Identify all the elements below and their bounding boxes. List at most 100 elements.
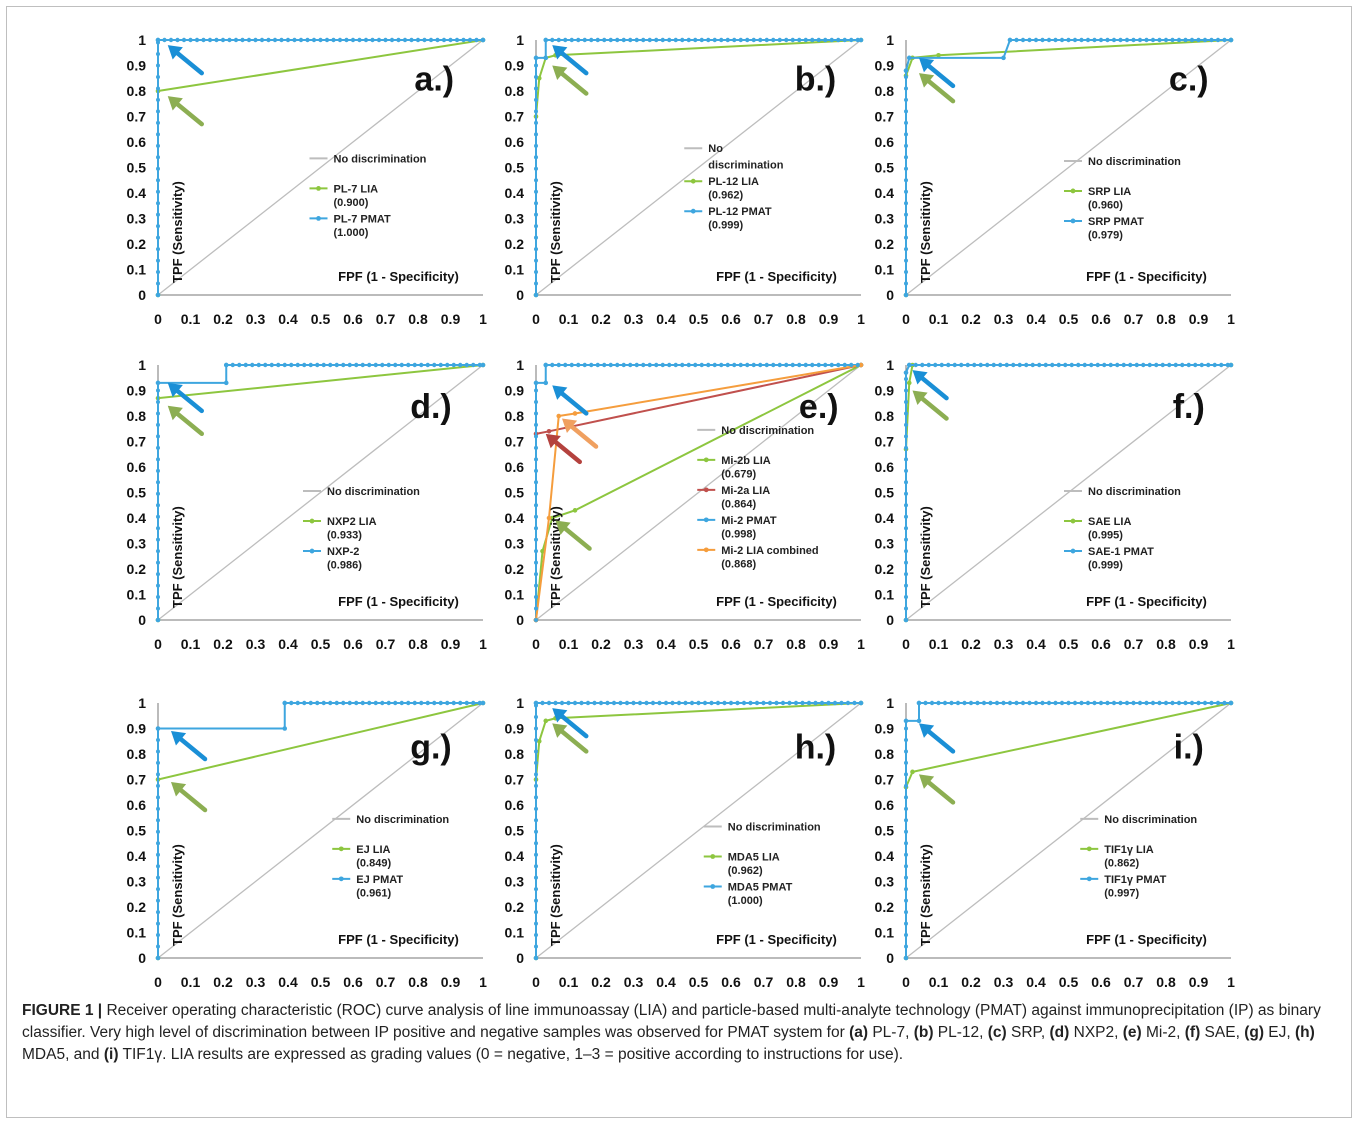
- pmat-sample-point: [589, 37, 594, 43]
- legend-swatch-marker: [710, 884, 716, 889]
- pmat-sample-point: [425, 700, 430, 706]
- pmat-sample-point: [1157, 37, 1162, 43]
- y-tick-label: 1: [886, 32, 894, 48]
- pmat-sample-point: [188, 37, 193, 43]
- pmat-sample-point: [534, 549, 538, 554]
- x-tick-label: 0.2: [213, 974, 233, 990]
- pmat-sample-point: [738, 37, 743, 43]
- pmat-sample-point: [1046, 700, 1052, 706]
- x-tick-label: 0.9: [819, 636, 839, 652]
- y-tick-label: 0.7: [505, 109, 525, 125]
- pmat-sample-point: [279, 37, 284, 43]
- pmat-sample-point: [534, 422, 538, 427]
- pmat-sample-point: [608, 362, 613, 368]
- pmat-sample-point: [534, 944, 538, 949]
- pmat-sample-point: [751, 362, 756, 368]
- pmat-sample-point: [334, 700, 339, 706]
- roc-point: [572, 508, 578, 513]
- pmat-sample-point: [1102, 362, 1107, 368]
- pmat-sample-point: [292, 37, 297, 43]
- y-tick-label: 0.6: [127, 459, 147, 475]
- y-tick-label: 0.3: [875, 874, 895, 890]
- pmat-sample-point: [608, 37, 613, 43]
- pmat-sample-point: [904, 120, 908, 125]
- pmat-sample-point: [975, 700, 980, 706]
- pmat-sample-point: [1147, 362, 1152, 368]
- pmat-sample-point: [725, 37, 730, 43]
- y-tick-label: 0.1: [505, 925, 525, 941]
- y-tick-label: 0.2: [127, 899, 147, 915]
- roc-point: [543, 55, 549, 61]
- pmat-sample-point: [534, 806, 538, 811]
- pmat-sample-point: [250, 362, 255, 368]
- x-tick-label: 0.5: [1059, 636, 1079, 652]
- legend-entry: Mi-2b LIA: [721, 455, 771, 467]
- pmat-sample-point: [904, 97, 908, 102]
- pmat-sample-point: [1222, 37, 1227, 43]
- panel-label: b.): [795, 60, 837, 98]
- highlight-arrow: [922, 60, 956, 89]
- pmat-sample-point: [156, 74, 160, 79]
- pmat-sample-point: [534, 749, 538, 754]
- pmat-sample-point: [745, 37, 750, 43]
- no-discrimination-line: [535, 702, 862, 959]
- pmat-sample-point: [929, 700, 935, 706]
- y-tick-label: 0: [516, 612, 524, 628]
- pmat-sample-point: [156, 388, 160, 393]
- pmat-sample-point: [156, 86, 160, 91]
- highlight-arrow-head: [167, 96, 183, 111]
- pmat-sample-point: [315, 700, 320, 706]
- pmat-sample-point: [546, 700, 552, 706]
- pmat-sample-point: [904, 864, 908, 869]
- x-axis-label: FPF (1 - Specificity): [1086, 269, 1207, 284]
- pmat-sample-point: [777, 37, 782, 43]
- y-tick-label: 0.4: [127, 510, 147, 526]
- pmat-sample-point: [156, 560, 160, 565]
- y-tick-label: 0.4: [875, 510, 895, 526]
- y-tick-label: 0: [138, 287, 146, 303]
- pmat-sample-point: [207, 37, 213, 43]
- legend-swatch-marker: [690, 208, 696, 214]
- pmat-sample-point: [357, 37, 362, 43]
- roc-point: [533, 55, 539, 61]
- no-discrimination-line: [535, 364, 862, 621]
- pmat-sample-point: [1202, 37, 1208, 43]
- pmat-sample-point: [1128, 362, 1133, 368]
- pmat-sample-point: [803, 37, 808, 43]
- pmat-sample-point: [842, 37, 847, 43]
- pmat-sample-point: [534, 537, 538, 542]
- pmat-sample-point: [722, 700, 727, 706]
- pmat-sample-point: [748, 700, 753, 706]
- pmat-sample-point: [576, 362, 581, 368]
- pmat-sample-point: [253, 37, 258, 43]
- y-tick-label: 0.9: [127, 383, 147, 399]
- y-tick-label: 0.6: [127, 797, 147, 813]
- pmat-sample-point: [534, 399, 538, 404]
- x-tick-label: 0.8: [1156, 636, 1176, 652]
- pmat-sample-point: [156, 726, 160, 731]
- x-tick-label: 0.1: [559, 311, 579, 327]
- caption-text: (a): [849, 1024, 869, 1041]
- x-tick-label: 0.8: [786, 974, 806, 990]
- x-tick-label: 0.9: [441, 636, 461, 652]
- pmat-sample-point: [1079, 700, 1084, 706]
- caption-text: (i): [103, 1046, 119, 1063]
- caption-text: NXP2,: [1069, 1024, 1123, 1041]
- pmat-sample-point: [156, 595, 160, 600]
- pmat-sample-point: [534, 572, 538, 577]
- pmat-sample-point: [810, 37, 815, 43]
- legend-swatch-marker: [338, 876, 344, 882]
- roc-point: [906, 380, 912, 386]
- highlight-arrow: [171, 408, 204, 437]
- pmat-sample-point: [904, 212, 908, 217]
- pmat-sample-point: [904, 726, 908, 731]
- x-tick-label: 0.6: [343, 636, 363, 652]
- pmat-sample-point: [968, 700, 974, 706]
- pmat-sample-point: [347, 362, 352, 368]
- x-tick-label: 0.2: [591, 311, 611, 327]
- caption-text: (g): [1244, 1024, 1264, 1041]
- highlight-arrow-head: [545, 433, 561, 449]
- y-tick-label: 0.5: [505, 485, 525, 501]
- pmat-sample-point: [1183, 37, 1188, 43]
- pmat-sample-point: [904, 155, 908, 160]
